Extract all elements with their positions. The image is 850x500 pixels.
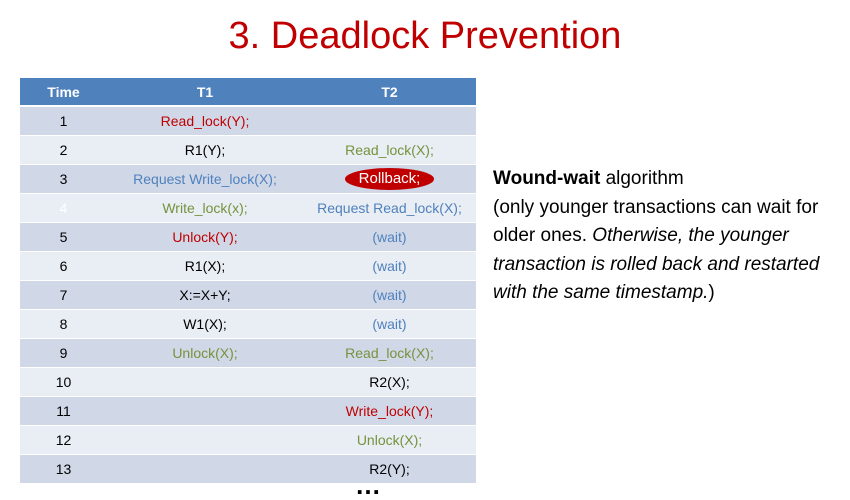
- table-row: 13 R2(Y);: [20, 454, 476, 483]
- cell-time: 2: [20, 135, 107, 165]
- rollback-highlight: Rollback;: [344, 168, 435, 190]
- cell-time: 9: [20, 338, 107, 368]
- table-row: 2 R1(Y); Read_lock(X);: [20, 135, 476, 165]
- header-time: Time: [20, 78, 107, 107]
- table-row: 12 Unlock(X);: [20, 425, 476, 455]
- cell-t1: Unlock(X);: [107, 338, 303, 368]
- table-header-row: Time T1 T2: [20, 78, 476, 107]
- algorithm-name: Wound-wait: [493, 168, 601, 189]
- cell-t1: Read_lock(Y);: [107, 105, 303, 136]
- table-row: 9 Unlock(X); Read_lock(X);: [20, 338, 476, 368]
- cell-t2: Request Read_lock(X);: [303, 193, 476, 223]
- table-row: 5 Unlock(Y); (wait): [20, 222, 476, 252]
- table-row: 11 Write_lock(Y);: [20, 396, 476, 426]
- cell-t2: [303, 105, 476, 136]
- cell-t2: (wait): [303, 251, 476, 281]
- cell-t2: Read_lock(X);: [303, 135, 476, 165]
- cell-t1: [107, 425, 303, 455]
- table-row: 3 Request Write_lock(X); Rollback;: [20, 164, 476, 194]
- table-row: 8 W1(X); (wait): [20, 309, 476, 339]
- cell-t2: Unlock(X);: [303, 425, 476, 455]
- cell-t1: R1(X);: [107, 251, 303, 281]
- header-t1: T1: [107, 78, 303, 107]
- algorithm-suffix: algorithm: [600, 168, 684, 189]
- continuation-ellipsis: …: [355, 470, 382, 500]
- explanation-plain: (only younger transactions can wait for …: [493, 196, 819, 247]
- cell-time: 10: [20, 367, 107, 397]
- cell-time: 5: [20, 222, 107, 252]
- cell-t1: X:=X+Y;: [107, 280, 303, 310]
- cell-time: 3: [20, 164, 107, 194]
- table-row: 6 R1(X); (wait): [20, 251, 476, 281]
- header-t2: T2: [303, 78, 476, 107]
- cell-t2: Write_lock(Y);: [303, 396, 476, 426]
- cell-t1: [107, 396, 303, 426]
- cell-t1: W1(X);: [107, 309, 303, 339]
- cell-t1: [107, 367, 303, 397]
- cell-t1: R1(Y);: [107, 135, 303, 165]
- explanation-italic: Otherwise, the younger transaction is ro…: [493, 225, 820, 303]
- cell-time: 12: [20, 425, 107, 455]
- table-row: 1 Read_lock(Y);: [20, 105, 476, 136]
- schedule-body: 1 Read_lock(Y); 2 R1(Y); Read_lock(X); 3 Reque…: [20, 105, 476, 483]
- cell-t2: Read_lock(X);: [303, 338, 476, 368]
- cell-time: 7: [20, 280, 107, 310]
- slide-title: 3. Deadlock Prevention: [228, 15, 622, 57]
- table-row: 10 R2(X);: [20, 367, 476, 397]
- explanation-close: ): [708, 282, 715, 303]
- cell-time: 13: [20, 454, 107, 483]
- cell-t2: (wait): [303, 222, 476, 252]
- algorithm-explanation: Wound-wait algorithm (only younger trans…: [493, 165, 838, 308]
- cell-t1: Request Write_lock(X);: [107, 164, 303, 194]
- cell-t2: R2(X);: [303, 367, 476, 397]
- cell-t1: [107, 454, 303, 483]
- cell-time: 4: [20, 193, 107, 223]
- cell-t1: Write_lock(x);: [107, 193, 303, 223]
- cell-t2: R2(Y);: [303, 454, 476, 483]
- cell-t2: (wait): [303, 280, 476, 310]
- cell-t2: Rollback;: [303, 164, 476, 194]
- table-row: 7 X:=X+Y; (wait): [20, 280, 476, 310]
- cell-time: 1: [20, 105, 107, 136]
- cell-time: 8: [20, 309, 107, 339]
- cell-time: 11: [20, 396, 107, 426]
- cell-t2: (wait): [303, 309, 476, 339]
- cell-time: 6: [20, 251, 107, 281]
- schedule-table: Time T1 T2 1 Read_lock(Y); 2 R1(Y); Read_loc…: [20, 78, 476, 483]
- table-row: 4 Write_lock(x); Request Read_lock(X);: [20, 193, 476, 223]
- cell-t1: Unlock(Y);: [107, 222, 303, 252]
